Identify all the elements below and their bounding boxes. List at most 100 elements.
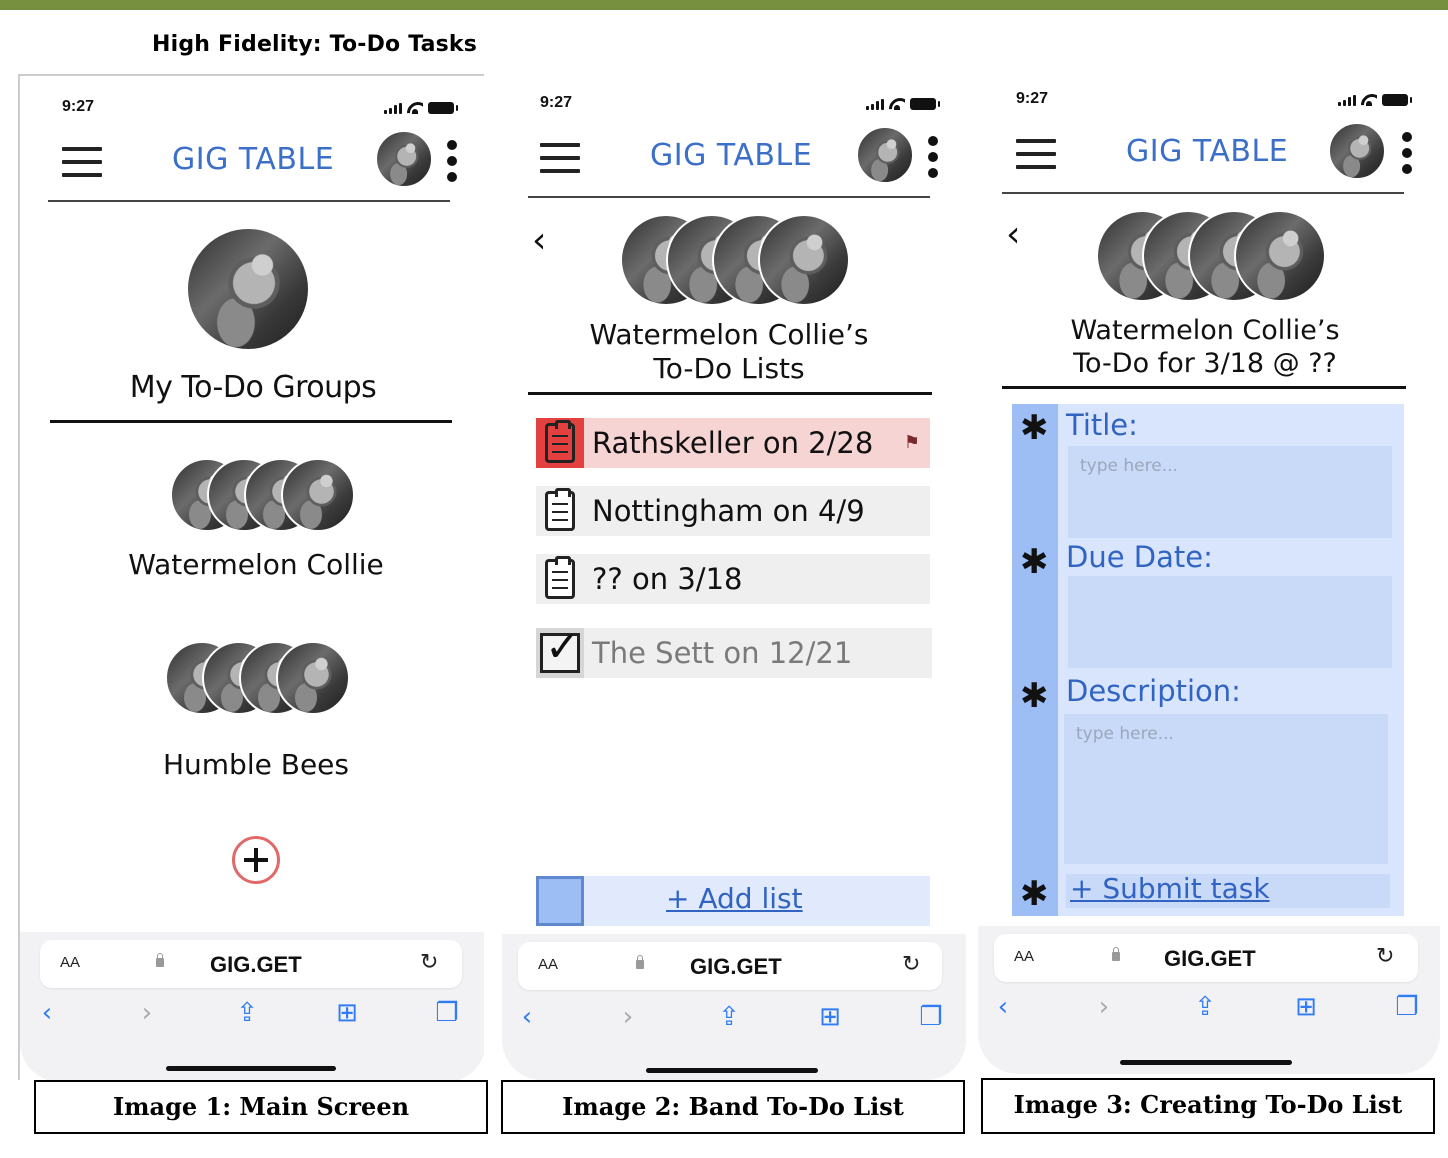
list-item[interactable]: Nottingham on 4/9 <box>536 486 930 536</box>
section-title: My To-Do Groups <box>129 370 377 405</box>
back-icon[interactable]: ‹ <box>41 998 53 1028</box>
share-icon[interactable]: ⇪ <box>236 998 258 1028</box>
text-size-button[interactable]: AA <box>1014 948 1035 965</box>
required-asterisk-icon: ✱ <box>1020 874 1049 914</box>
submit-task-link[interactable]: + Submit task <box>1070 872 1270 905</box>
page-title: Watermelon Collie’s To-Do for 3/18 @ ?? <box>1018 314 1392 380</box>
app-title[interactable]: GIG TABLE <box>650 138 813 173</box>
top-color-bar <box>0 0 1448 10</box>
required-asterisk-icon: ✱ <box>1020 542 1049 582</box>
wifi-icon <box>407 102 423 114</box>
section-divider <box>50 420 452 423</box>
description-input[interactable]: type here... <box>1064 714 1388 864</box>
user-avatar[interactable] <box>375 130 433 188</box>
hamburger-menu-icon[interactable] <box>62 147 102 177</box>
browser-nav: ‹ › ⇪ ⊞ ❐ <box>988 992 1422 1022</box>
forward-icon[interactable]: › <box>622 1002 634 1032</box>
page-title-line-1: Watermelon Collie’s <box>589 318 869 351</box>
battery-icon <box>428 102 458 114</box>
wifi-icon <box>889 98 905 110</box>
list-item-label: Nottingham on 4/9 <box>592 494 865 528</box>
profile-avatar <box>186 227 310 351</box>
text-size-button[interactable]: AA <box>538 956 559 973</box>
clipboard-icon <box>545 488 575 531</box>
todo-form: ✱ Title: type here... ✱ Due Date: ✱ Desc… <box>1012 404 1404 916</box>
address-bar[interactable]: AA GIG.GET ↻ <box>518 942 942 990</box>
bookmarks-icon[interactable]: ⊞ <box>1295 992 1317 1022</box>
browser-nav: ‹ › ⇪ ⊞ ❐ <box>512 1002 946 1032</box>
description-label: Description: <box>1066 674 1241 708</box>
submit-task-row[interactable]: + Submit task <box>1066 872 1390 908</box>
forward-icon[interactable]: › <box>141 998 153 1028</box>
text-size-button[interactable]: AA <box>60 954 81 971</box>
back-chevron-icon[interactable]: ‹ <box>1006 214 1021 255</box>
back-icon[interactable]: ‹ <box>521 1002 533 1032</box>
list-item-completed[interactable]: ✓ The Sett on 12/21 <box>536 622 932 678</box>
clipboard-icon <box>545 420 575 463</box>
plus-circle-icon[interactable] <box>232 836 280 884</box>
flag-icon[interactable]: ⚑ <box>903 432 920 453</box>
address-bar[interactable]: AA GIG.GET ↻ <box>994 934 1418 982</box>
header-divider <box>48 200 450 202</box>
back-chevron-icon[interactable]: ‹ <box>532 220 547 261</box>
page-title-line-2: To-Do Lists <box>653 352 805 385</box>
bookmarks-icon[interactable]: ⊞ <box>819 1002 841 1032</box>
tabs-icon[interactable]: ❐ <box>1395 992 1419 1022</box>
status-time: 9:27 <box>1016 90 1049 107</box>
forward-icon[interactable]: › <box>1098 992 1110 1022</box>
phone-create-todo: 9:27 GIG TABLE ‹ Watermelon Collie’s To-… <box>978 70 1440 1074</box>
hamburger-menu-icon[interactable] <box>1016 139 1056 169</box>
add-list-link[interactable]: + Add list <box>666 882 803 915</box>
url-text[interactable]: GIG.GET <box>210 952 302 977</box>
required-asterisk-icon: ✱ <box>1020 676 1049 716</box>
tabs-icon[interactable]: ❐ <box>919 1002 943 1032</box>
user-avatar[interactable] <box>856 126 914 184</box>
title-input[interactable]: type here... <box>1068 446 1392 538</box>
browser-nav: ‹ › ⇪ ⊞ ❐ <box>32 998 462 1028</box>
add-list-row[interactable]: + Add list <box>536 876 930 926</box>
list-item-flagged[interactable]: Rathskeller on 2/28 ⚑ <box>536 418 930 468</box>
due-date-input[interactable] <box>1068 576 1392 668</box>
list-item[interactable]: ?? on 3/18 <box>536 554 930 604</box>
add-list-checkbox[interactable] <box>536 876 584 926</box>
battery-icon <box>910 98 940 110</box>
clipboard-icon <box>545 556 575 599</box>
lock-icon <box>1112 947 1120 961</box>
group-name[interactable]: Watermelon Collie <box>128 548 384 581</box>
back-icon[interactable]: ‹ <box>997 992 1009 1022</box>
caption-image-2: Image 2: Band To-Do List <box>501 1080 965 1134</box>
url-text[interactable]: GIG.GET <box>1164 946 1256 971</box>
more-options-icon[interactable] <box>1402 132 1412 174</box>
header-divider <box>1002 192 1404 194</box>
user-avatar[interactable] <box>1328 122 1386 180</box>
more-options-icon[interactable] <box>447 140 457 182</box>
header-divider <box>528 196 930 198</box>
group-avatar-stack[interactable] <box>165 641 350 715</box>
share-icon[interactable]: ⇪ <box>1194 992 1216 1022</box>
share-icon[interactable]: ⇪ <box>718 1002 740 1032</box>
address-bar[interactable]: AA GIG.GET ↻ <box>40 940 462 988</box>
battery-icon <box>1382 94 1412 106</box>
app-title[interactable]: GIG TABLE <box>172 142 335 177</box>
group-avatar-stack[interactable] <box>170 458 355 532</box>
band-avatar-stack <box>620 214 850 306</box>
reload-icon[interactable]: ↻ <box>1376 944 1395 969</box>
status-icons <box>384 102 458 114</box>
reload-icon[interactable]: ↻ <box>902 952 921 977</box>
group-name[interactable]: Humble Bees <box>162 748 349 781</box>
hamburger-menu-icon[interactable] <box>540 143 580 173</box>
browser-toolbar: AA GIG.GET ↻ ‹ › ⇪ ⊞ ❐ <box>978 926 1440 1074</box>
app-title[interactable]: GIG TABLE <box>1126 134 1289 169</box>
status-icons <box>866 98 940 110</box>
page-title-line-1: Watermelon Collie’s <box>1070 315 1340 346</box>
url-text[interactable]: GIG.GET <box>690 954 782 979</box>
bookmarks-icon[interactable]: ⊞ <box>336 998 358 1028</box>
phone-band-todo-list: 9:27 GIG TABLE ‹ Watermelon Collie’s To-… <box>502 74 966 1080</box>
more-options-icon[interactable] <box>928 136 938 178</box>
reload-icon[interactable]: ↻ <box>420 950 439 975</box>
required-asterisk-icon: ✱ <box>1020 408 1049 448</box>
tabs-icon[interactable]: ❐ <box>435 998 459 1028</box>
list-item-label: ?? on 3/18 <box>592 562 743 596</box>
phone-main-screen: 9:27 GIG TABLE My To-Do Groups Watermelo… <box>18 74 484 1080</box>
page-heading: High Fidelity: To-Do Tasks <box>152 32 478 57</box>
